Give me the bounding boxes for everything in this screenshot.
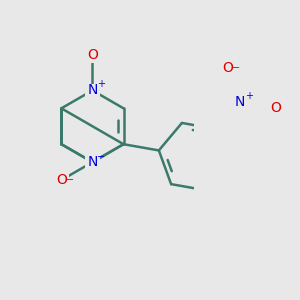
- Text: −: −: [66, 175, 74, 185]
- Text: −: −: [97, 152, 105, 162]
- Text: O: O: [270, 101, 281, 115]
- Bar: [86, 49, 98, 61]
- Text: N: N: [87, 83, 98, 98]
- Text: N: N: [235, 95, 245, 109]
- Text: −: −: [232, 63, 241, 73]
- Bar: [54, 174, 69, 186]
- Text: +: +: [98, 79, 105, 89]
- Text: O: O: [87, 47, 98, 61]
- Bar: [270, 102, 282, 114]
- Text: O: O: [223, 61, 233, 75]
- Text: N: N: [87, 155, 98, 169]
- Text: O: O: [56, 173, 67, 187]
- Bar: [85, 156, 100, 168]
- Text: +: +: [245, 91, 253, 101]
- Bar: [85, 84, 100, 96]
- Bar: [234, 96, 246, 108]
- Bar: [220, 62, 236, 74]
